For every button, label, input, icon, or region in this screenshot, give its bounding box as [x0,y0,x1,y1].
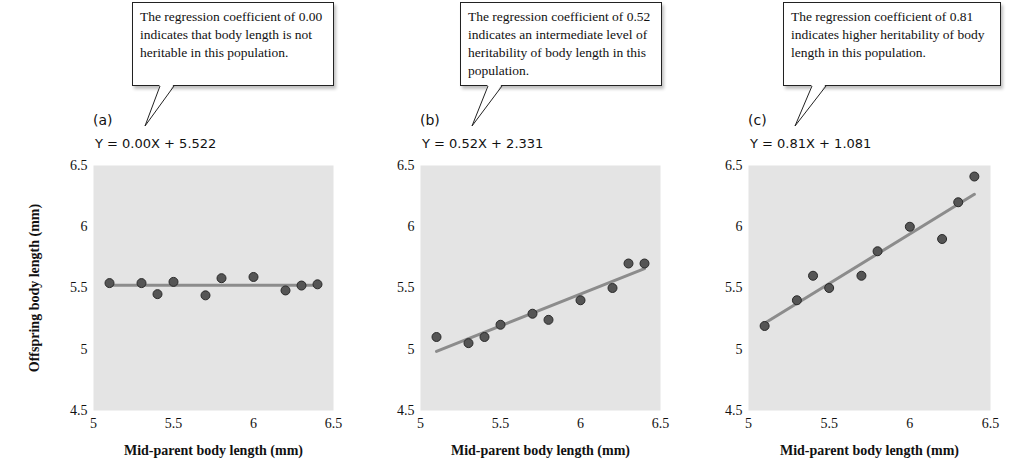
svg-text:5.5: 5.5 [165,416,183,431]
svg-text:6.5: 6.5 [725,158,743,173]
svg-text:5.5: 5.5 [725,280,743,295]
html-text:(b): (b) [420,112,440,128]
svg-text:6: 6 [736,219,743,234]
svg-text:4.5: 4.5 [70,403,88,418]
svg-text:5: 5 [81,342,88,357]
svg-text:6: 6 [81,219,88,234]
svg-text:6.5: 6.5 [325,416,343,431]
html-text:Y = 0.00X + 5.522: Y = 0.00X + 5.522 [95,136,217,151]
html-text:The regression coefficient of: The regression coefficient of 0.81 indic… [791,9,985,60]
svg-text:6.5: 6.5 [652,416,670,431]
svg-text:4.5: 4.5 [725,403,743,418]
svg-text:6.5: 6.5 [397,158,415,173]
html-text:The regression coefficient of: The regression coefficient of 0.52 indic… [468,9,651,78]
svg-text:Mid-parent body length (mm): Mid-parent body length (mm) [780,443,959,459]
svg-text:4.5: 4.5 [397,403,415,418]
svg-text:5: 5 [417,416,424,431]
svg-text:5: 5 [408,342,415,357]
html-text:Y = 0.52X + 2.331: Y = 0.52X + 2.331 [422,136,544,151]
svg-text:5.5: 5.5 [820,416,838,431]
svg-text:6: 6 [577,416,584,431]
svg-text:5.5: 5.5 [397,280,415,295]
html-text:Y = 0.81X + 1.081: Y = 0.81X + 1.081 [750,136,872,151]
html-text:The regression coefficient of: The regression coefficient of 0.00 indic… [140,9,323,60]
html-text:(c): (c) [748,112,767,128]
svg-text:5: 5 [745,416,752,431]
svg-text:6.5: 6.5 [982,416,1000,431]
svg-text:Mid-parent body length (mm): Mid-parent body length (mm) [451,443,630,459]
svg-text:Mid-parent body length (mm): Mid-parent body length (mm) [124,443,303,459]
html-text:(a): (a) [93,112,113,128]
svg-text:Offspring body length (mm): Offspring body length (mm) [27,203,43,372]
svg-text:6: 6 [250,416,257,431]
svg-text:5.5: 5.5 [492,416,510,431]
svg-text:6: 6 [408,219,415,234]
svg-text:5: 5 [90,416,97,431]
svg-text:5: 5 [736,342,743,357]
svg-text:5.5: 5.5 [70,280,88,295]
svg-text:6: 6 [906,416,913,431]
svg-text:6.5: 6.5 [70,158,88,173]
